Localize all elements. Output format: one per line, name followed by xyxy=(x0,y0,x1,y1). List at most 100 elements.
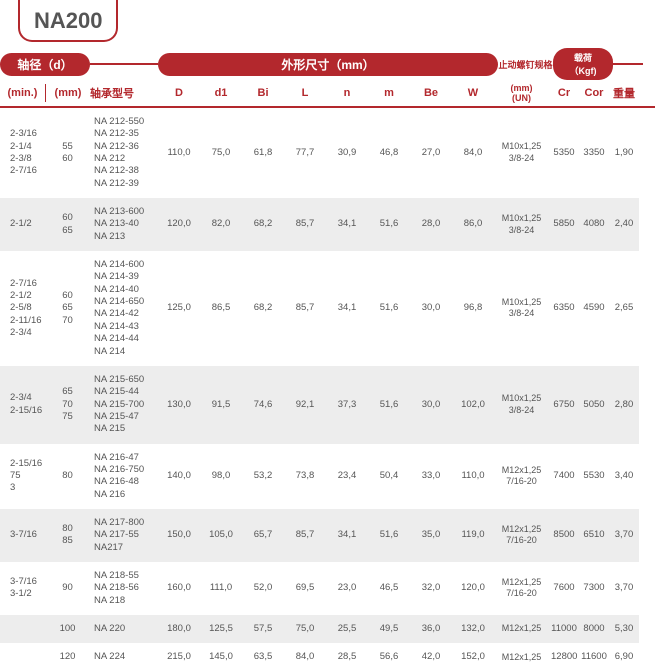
header-m: m xyxy=(368,84,410,102)
cell-mm: 100 xyxy=(45,615,90,643)
cell-mm: 5560 xyxy=(45,108,90,198)
cell-models: NA 215-650NA 215-44NA 215-700NA 215-47NA… xyxy=(90,366,158,444)
cell-m: 56,6 xyxy=(368,643,410,671)
cell-models: NA 224 xyxy=(90,643,158,671)
cell-mm: 606570 xyxy=(45,251,90,366)
cell-L: 69,5 xyxy=(284,562,326,615)
cell-un: M10x1,253/8-24 xyxy=(494,251,549,366)
cell-wt: 2,65 xyxy=(609,251,639,366)
cell-L: 73,8 xyxy=(284,444,326,509)
table-header: 轴径（d） 外形尺寸（mm） 止动螺钉规格 载荷（Kgf) (min.) (mm… xyxy=(0,48,655,108)
cell-W: 102,0 xyxy=(452,366,494,444)
cell-Be: 32,0 xyxy=(410,562,452,615)
cell-Cr: 11000 xyxy=(549,615,579,643)
header-dims: 外形尺寸（mm） xyxy=(158,53,498,76)
cell-m: 46,8 xyxy=(368,108,410,198)
cell-n: 25,5 xyxy=(326,615,368,643)
cell-models: NA 217-800NA 217-55NA217 xyxy=(90,509,158,562)
cell-mm: 6065 xyxy=(45,198,90,251)
cell-mm: 8085 xyxy=(45,509,90,562)
header-Bi: Bi xyxy=(242,84,284,102)
cell-Cor: 5530 xyxy=(579,444,609,509)
cell-Cr: 5350 xyxy=(549,108,579,198)
cell-wt: 2,40 xyxy=(609,198,639,251)
cell-n: 34,1 xyxy=(326,198,368,251)
cell-n: 34,1 xyxy=(326,509,368,562)
cell-L: 75,0 xyxy=(284,615,326,643)
cell-models: NA 220 xyxy=(90,615,158,643)
header-d1: d1 xyxy=(200,84,242,102)
cell-m: 51,6 xyxy=(368,366,410,444)
cell-Be: 36,0 xyxy=(410,615,452,643)
header-mm: (mm) xyxy=(45,84,90,102)
cell-d1: 75,0 xyxy=(200,108,242,198)
cell-un: M12x1,257/16-20 xyxy=(494,509,549,562)
cell-min: 3-7/163-1/2 xyxy=(0,562,45,615)
cell-n: 34,1 xyxy=(326,251,368,366)
cell-n: 28,5 xyxy=(326,643,368,671)
cell-D: 120,0 xyxy=(158,198,200,251)
cell-min: 2-3/42-15/16 xyxy=(0,366,45,444)
cell-wt: 3,70 xyxy=(609,562,639,615)
cell-Be: 30,0 xyxy=(410,366,452,444)
cell-models: NA 216-47NA 216-750NA 216-48NA 216 xyxy=(90,444,158,509)
cell-mm: 657075 xyxy=(45,366,90,444)
header-setscrew: 止动螺钉规格 xyxy=(498,58,553,71)
cell-min: 2-15/16753 xyxy=(0,444,45,509)
cell-L: 85,7 xyxy=(284,509,326,562)
cell-Cr: 12800 xyxy=(549,643,579,671)
cell-W: 96,8 xyxy=(452,251,494,366)
cell-Cr: 8500 xyxy=(549,509,579,562)
cell-m: 49,5 xyxy=(368,615,410,643)
header-weight: 重量 xyxy=(609,82,639,104)
cell-L: 84,0 xyxy=(284,643,326,671)
cell-un: M12x1,257/16-20 xyxy=(494,444,549,509)
cell-Bi: 74,6 xyxy=(242,366,284,444)
cell-Bi: 68,2 xyxy=(242,198,284,251)
cell-Bi: 65,7 xyxy=(242,509,284,562)
header-Cor: Cor xyxy=(579,84,609,102)
cell-n: 23,0 xyxy=(326,562,368,615)
cell-Be: 42,0 xyxy=(410,643,452,671)
cell-mm: 80 xyxy=(45,444,90,509)
cell-Cor: 5050 xyxy=(579,366,609,444)
cell-un: M10x1,253/8-24 xyxy=(494,366,549,444)
cell-un: M10x1,253/8-24 xyxy=(494,198,549,251)
cell-Cr: 5850 xyxy=(549,198,579,251)
cell-min: 2-3/162-1/42-3/82-7/16 xyxy=(0,108,45,198)
cell-W: 132,0 xyxy=(452,615,494,643)
cell-m: 51,6 xyxy=(368,198,410,251)
cell-Cr: 6750 xyxy=(549,366,579,444)
cell-d1: 98,0 xyxy=(200,444,242,509)
cell-W: 84,0 xyxy=(452,108,494,198)
cell-Cor: 7300 xyxy=(579,562,609,615)
cell-W: 119,0 xyxy=(452,509,494,562)
header-n: n xyxy=(326,84,368,102)
cell-D: 130,0 xyxy=(158,366,200,444)
cell-Cor: 4590 xyxy=(579,251,609,366)
cell-min xyxy=(0,643,45,671)
cell-D: 140,0 xyxy=(158,444,200,509)
cell-Cr: 6350 xyxy=(549,251,579,366)
cell-d1: 125,5 xyxy=(200,615,242,643)
header-W: W xyxy=(452,84,494,102)
cell-W: 120,0 xyxy=(452,562,494,615)
cell-wt: 6,90 xyxy=(609,643,639,671)
cell-Cor: 4080 xyxy=(579,198,609,251)
cell-D: 180,0 xyxy=(158,615,200,643)
cell-Be: 33,0 xyxy=(410,444,452,509)
page-title: NA200 xyxy=(34,8,102,33)
cell-L: 92,1 xyxy=(284,366,326,444)
cell-Cor: 11600 xyxy=(579,643,609,671)
cell-Be: 28,0 xyxy=(410,198,452,251)
cell-Be: 27,0 xyxy=(410,108,452,198)
cell-D: 160,0 xyxy=(158,562,200,615)
cell-d1: 86,5 xyxy=(200,251,242,366)
cell-n: 30,9 xyxy=(326,108,368,198)
cell-mm: 90 xyxy=(45,562,90,615)
cell-Cor: 8000 xyxy=(579,615,609,643)
cell-Bi: 52,0 xyxy=(242,562,284,615)
cell-d1: 111,0 xyxy=(200,562,242,615)
cell-n: 37,3 xyxy=(326,366,368,444)
cell-Bi: 53,2 xyxy=(242,444,284,509)
